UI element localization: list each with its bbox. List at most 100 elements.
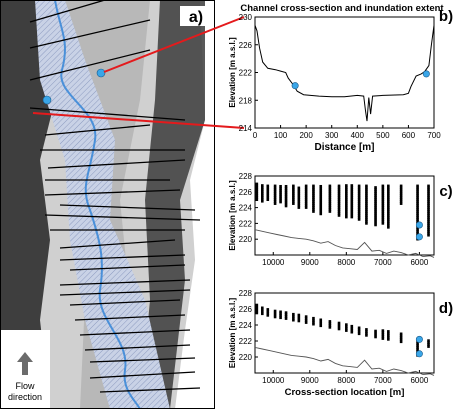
water-level-column <box>374 186 377 227</box>
x-tick-label: 9000 <box>301 258 319 267</box>
water-level-point <box>273 198 277 201</box>
water-level-point <box>357 194 361 198</box>
water-level-point <box>284 202 288 206</box>
x-tick-label: 300 <box>325 131 339 140</box>
water-level-point <box>399 200 403 203</box>
water-level-point <box>297 196 301 200</box>
water-level-point <box>319 196 323 200</box>
water-level-point <box>416 212 419 215</box>
water-level-point <box>387 338 390 341</box>
flow-label-line1: Flow <box>15 381 35 391</box>
water-level-point <box>357 332 361 336</box>
water-level-point <box>427 226 430 229</box>
water-level-point <box>328 190 332 194</box>
water-level-column <box>328 184 332 213</box>
water-level-point <box>416 230 419 233</box>
water-level-column <box>255 182 259 201</box>
water-level-point <box>279 184 282 188</box>
water-level-point <box>350 184 354 187</box>
water-level-point <box>312 200 315 203</box>
water-level-point <box>292 316 295 320</box>
water-level-point <box>266 184 270 188</box>
water-level-point <box>374 203 377 207</box>
water-level-point <box>345 209 348 213</box>
water-level-point <box>365 190 368 194</box>
water-level-point <box>284 186 288 190</box>
water-level-point <box>292 312 295 316</box>
water-level-point <box>357 328 361 332</box>
y-tick-label: 222 <box>239 219 253 228</box>
water-level-point <box>297 315 301 319</box>
water-level-point <box>416 216 419 219</box>
water-level-point <box>337 210 341 213</box>
water-level-point <box>427 206 430 209</box>
water-level-point <box>345 329 348 332</box>
plot-frame <box>254 16 435 129</box>
water-level-point <box>374 194 377 197</box>
water-level-point <box>357 214 361 217</box>
water-level-point <box>387 196 390 200</box>
water-level-point <box>387 220 390 223</box>
panel-c-chart: 10000 9000 8000 7000 6000 220 222 224 226 228Elev… <box>228 172 453 267</box>
water-level-point <box>261 192 264 195</box>
water-level-point <box>328 320 332 323</box>
water-level-point <box>284 204 288 208</box>
water-level-point <box>416 218 419 221</box>
water-level-point <box>387 186 390 190</box>
water-level-point <box>328 186 332 190</box>
channel-bed-line <box>254 346 435 376</box>
map-marker-left-bank <box>42 95 52 105</box>
water-level-point <box>374 213 377 217</box>
inundation-marker <box>291 82 299 90</box>
water-level-point <box>266 194 270 198</box>
water-level-point <box>374 207 377 211</box>
water-level-point <box>365 334 368 337</box>
x-tick-label: 6000 <box>410 258 428 267</box>
water-level-point <box>297 188 301 192</box>
water-level-column <box>374 329 377 339</box>
water-level-point <box>345 194 348 197</box>
water-level-point <box>304 184 308 188</box>
water-level-column <box>427 339 430 348</box>
water-level-point <box>266 188 270 192</box>
cross-section-line <box>69 299 181 306</box>
water-level-point <box>337 186 341 190</box>
water-level-point <box>427 214 430 217</box>
water-level-point <box>365 214 368 217</box>
water-level-point <box>319 200 323 204</box>
water-level-point <box>374 209 377 213</box>
water-level-point <box>365 192 368 196</box>
water-level-point <box>284 192 288 196</box>
water-level-point <box>381 210 385 213</box>
water-level-point <box>365 208 368 211</box>
water-level-point <box>416 220 419 223</box>
water-level-column <box>387 184 390 229</box>
flow-direction-arrow-icon <box>17 352 33 375</box>
water-level-point <box>416 208 419 211</box>
water-level-point <box>304 204 308 207</box>
water-level-point <box>304 319 308 322</box>
water-level-point <box>350 213 354 217</box>
water-level-point <box>273 200 277 203</box>
water-level-point <box>416 198 419 201</box>
cross-section-line <box>44 189 181 196</box>
water-level-point <box>328 204 332 207</box>
water-level-point <box>427 194 430 198</box>
water-level-point <box>261 310 264 314</box>
water-level-point <box>416 344 419 347</box>
water-level-point <box>345 327 348 330</box>
water-level-point <box>312 206 315 209</box>
flow-label-line2: direction <box>8 392 42 402</box>
water-level-point <box>284 184 288 188</box>
water-level-column <box>427 184 430 237</box>
water-level-point <box>292 202 295 205</box>
water-level-column <box>365 184 368 225</box>
cross-section-lines <box>29 0 201 393</box>
water-level-point <box>297 190 301 194</box>
y-tick-label: 228 <box>239 172 253 181</box>
water-level-point <box>381 186 385 190</box>
water-level-point <box>357 210 361 213</box>
water-level-column <box>345 184 348 219</box>
water-level-point <box>292 194 295 198</box>
water-level-point <box>387 198 390 201</box>
